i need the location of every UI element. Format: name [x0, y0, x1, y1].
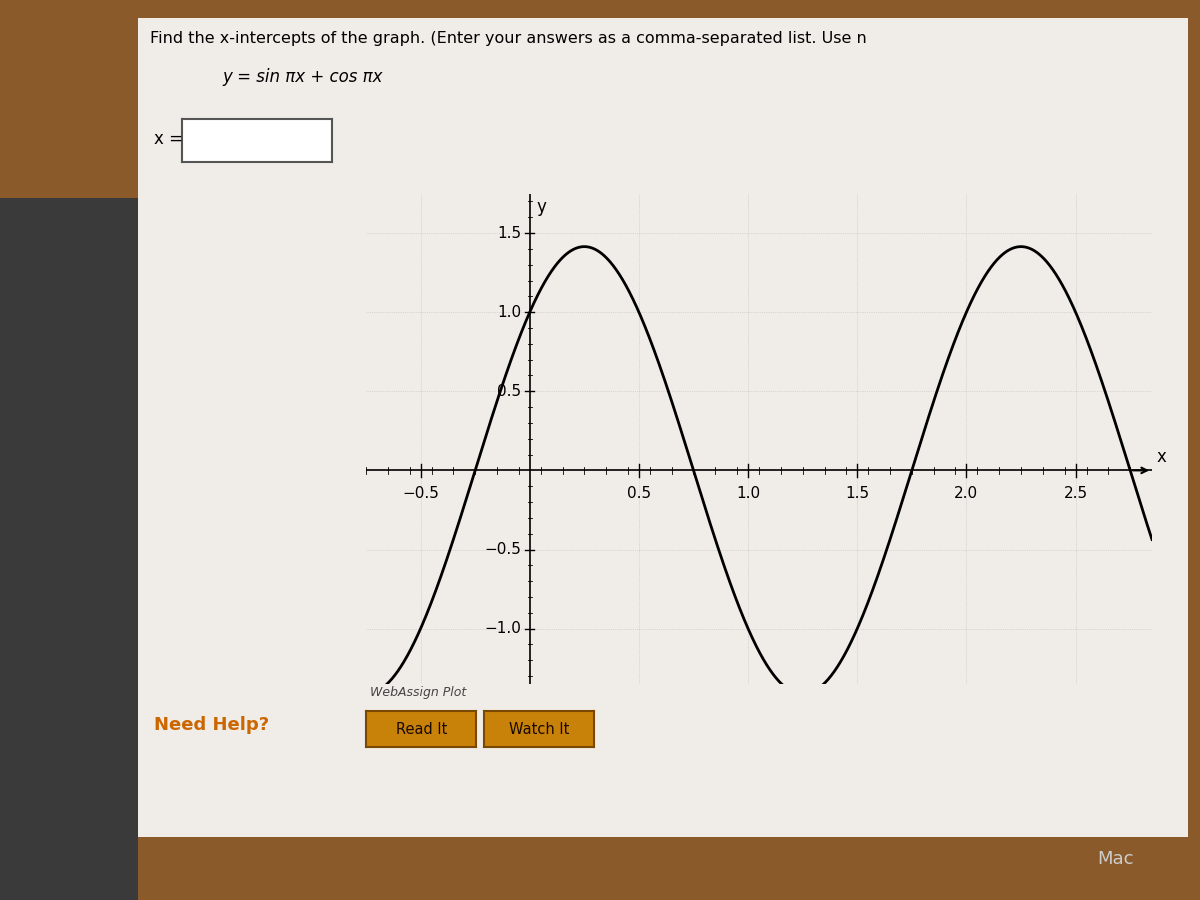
Text: 2.5: 2.5 [1063, 486, 1087, 501]
Text: x: x [1157, 447, 1166, 465]
Text: Read It: Read It [396, 722, 446, 736]
Text: Find the x-intercepts of the graph. (Enter your answers as a comma-separated lis: Find the x-intercepts of the graph. (Ent… [150, 32, 866, 47]
Text: WebAssign Plot: WebAssign Plot [370, 686, 466, 698]
Text: 0.5: 0.5 [497, 383, 521, 399]
Text: 1.5: 1.5 [845, 486, 869, 501]
Text: y = sin πx + cos πx: y = sin πx + cos πx [222, 68, 383, 86]
Text: Mac: Mac [1098, 850, 1134, 868]
Text: Watch It: Watch It [509, 722, 569, 736]
Text: −0.5: −0.5 [484, 542, 521, 557]
Text: 1.5: 1.5 [497, 226, 521, 240]
Text: −1.0: −1.0 [484, 621, 521, 636]
Text: y: y [536, 198, 546, 216]
Text: 2.0: 2.0 [954, 486, 978, 501]
Text: −0.5: −0.5 [402, 486, 439, 501]
Text: x =: x = [154, 130, 182, 148]
Text: 1.0: 1.0 [497, 305, 521, 320]
Text: 0.5: 0.5 [626, 486, 650, 501]
Text: 1.0: 1.0 [736, 486, 760, 501]
Text: Need Help?: Need Help? [154, 716, 269, 733]
